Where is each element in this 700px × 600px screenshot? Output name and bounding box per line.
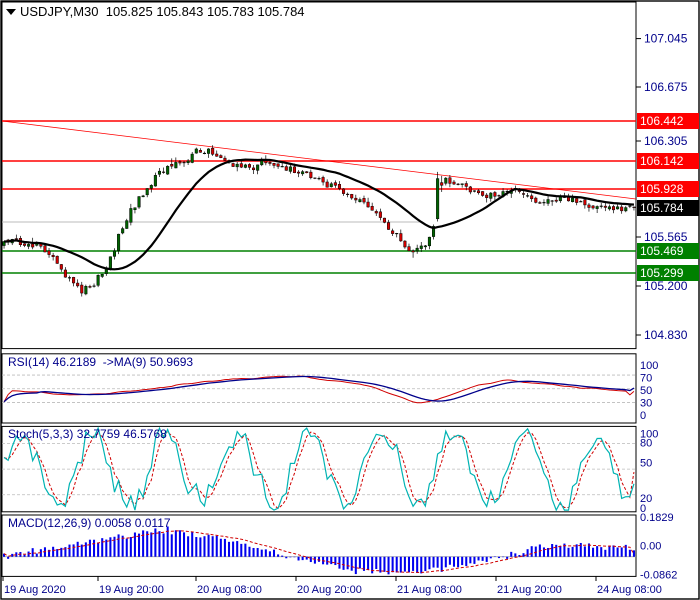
svg-text:RSI(14) 46.2189 ->MA(9) 50.96: RSI(14) 46.2189 ->MA(9) 50.9693 bbox=[8, 355, 193, 369]
svg-text:105.299: 105.299 bbox=[640, 266, 684, 280]
svg-text:105.469: 105.469 bbox=[640, 244, 684, 258]
svg-text:50: 50 bbox=[640, 458, 652, 470]
svg-text:19 Aug 20:00: 19 Aug 20:00 bbox=[99, 584, 164, 596]
svg-text:0.00: 0.00 bbox=[640, 541, 661, 553]
svg-text:MACD(12,26,9) 0.0058 0.0117: MACD(12,26,9) 0.0058 0.0117 bbox=[8, 516, 171, 530]
svg-text:105.200: 105.200 bbox=[644, 279, 688, 293]
svg-text:21 Aug 20:00: 21 Aug 20:00 bbox=[497, 584, 562, 596]
svg-text:30: 30 bbox=[640, 398, 652, 410]
svg-text:50: 50 bbox=[640, 385, 652, 397]
svg-text:Stoch(5,3,3) 32.7759 46.5768: Stoch(5,3,3) 32.7759 46.5768 bbox=[8, 427, 167, 441]
svg-text:104.830: 104.830 bbox=[644, 328, 688, 342]
svg-text:0.1829: 0.1829 bbox=[640, 512, 674, 524]
svg-text:106.442: 106.442 bbox=[640, 114, 684, 128]
svg-text:105.928: 105.928 bbox=[640, 182, 684, 196]
svg-text:107.045: 107.045 bbox=[644, 32, 688, 46]
svg-text:105.784: 105.784 bbox=[640, 201, 684, 215]
svg-text:106.675: 106.675 bbox=[644, 80, 688, 94]
svg-text:80: 80 bbox=[640, 438, 652, 450]
svg-text:106.142: 106.142 bbox=[640, 154, 684, 168]
svg-text:106.305: 106.305 bbox=[644, 134, 688, 148]
svg-text:-0.0862: -0.0862 bbox=[640, 570, 677, 582]
svg-text:19 Aug 2020: 19 Aug 2020 bbox=[4, 584, 66, 596]
svg-text:70: 70 bbox=[640, 373, 652, 385]
svg-text:100: 100 bbox=[640, 360, 658, 372]
svg-text:20 Aug 08:00: 20 Aug 08:00 bbox=[197, 584, 262, 596]
svg-text:USDJPY,M30 105.825 105.843 10: USDJPY,M30 105.825 105.843 105.783 105.7… bbox=[20, 4, 305, 19]
svg-text:0: 0 bbox=[640, 410, 646, 422]
svg-text:24 Aug 08:00: 24 Aug 08:00 bbox=[597, 584, 662, 596]
svg-text:21 Aug 08:00: 21 Aug 08:00 bbox=[397, 584, 462, 596]
svg-text:20 Aug 20:00: 20 Aug 20:00 bbox=[297, 584, 362, 596]
svg-text:105.565: 105.565 bbox=[644, 230, 688, 244]
